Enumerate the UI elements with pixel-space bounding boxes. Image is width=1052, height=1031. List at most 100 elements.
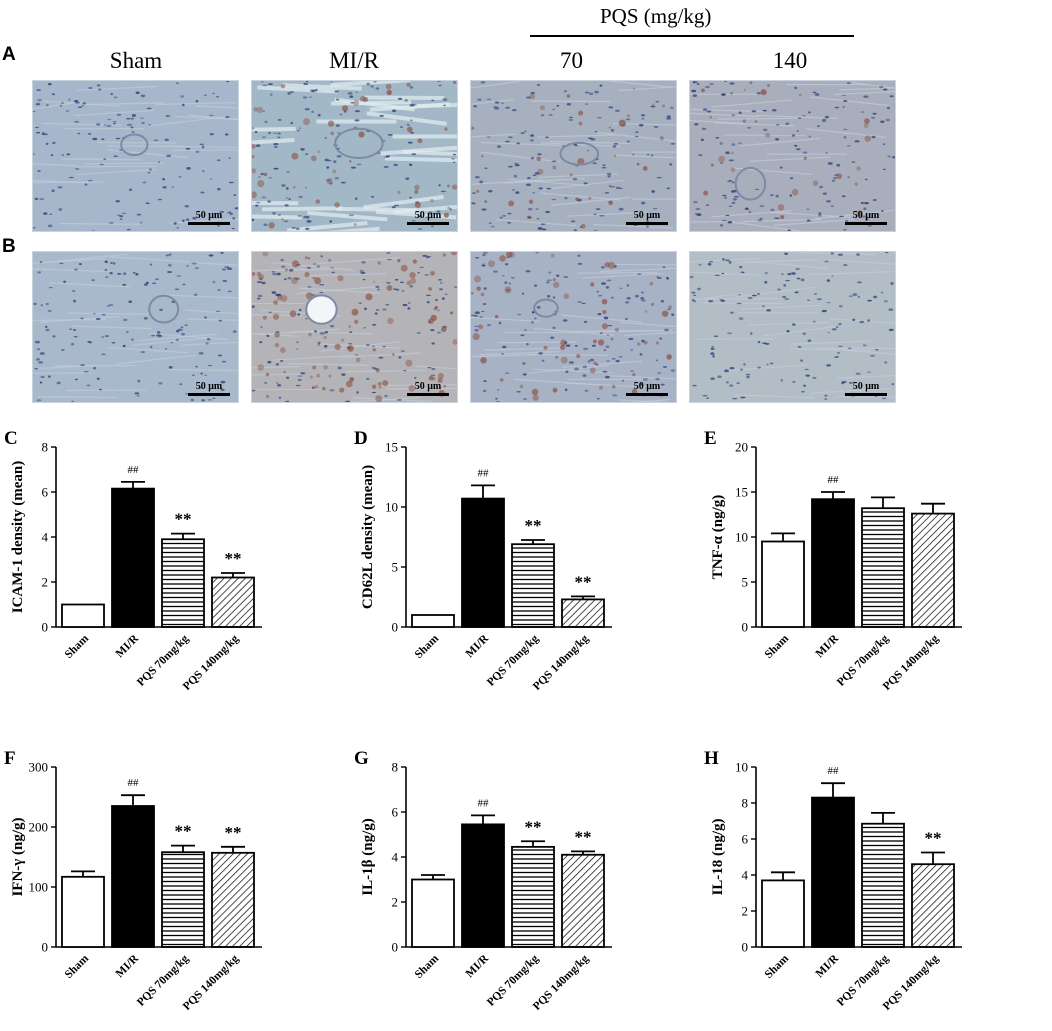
x-category-label: PQS 70mg/kg [485, 952, 541, 1008]
tissue-texture [471, 252, 676, 402]
y-tick-label: 8 [42, 440, 49, 455]
bar-d-3 [511, 543, 555, 628]
panel-letter-f: F [4, 748, 16, 769]
significance-mark: ## [478, 797, 490, 809]
x-category-label: Sham [413, 632, 442, 661]
bar-d-2 [461, 497, 505, 628]
bar-c-3 [161, 538, 205, 628]
y-tick-label: 200 [29, 820, 49, 835]
tissue-texture [252, 81, 457, 231]
scale-bar-label: 50 μm [852, 210, 880, 221]
significance-mark: ## [128, 777, 140, 789]
y-tick-label: 6 [392, 805, 399, 820]
scale-bar-label: 50 μm [633, 381, 661, 392]
bar-g-2 [461, 823, 505, 948]
scale-bar-line [188, 393, 230, 396]
panel-letter-c: C [4, 428, 18, 449]
x-category-label: MI/R [464, 952, 492, 980]
micrograph-row-a-4: 50 μm [689, 80, 896, 232]
bar-c-2 [111, 487, 155, 628]
bar-g-1 [411, 878, 455, 948]
group-label-pqs-70: 70 [560, 48, 583, 73]
significance-mark: ## [828, 474, 840, 486]
scale-bar-line [845, 222, 887, 225]
y-axis-label: IFN-γ (ng/g) [10, 817, 26, 896]
significance-mark: ** [525, 817, 542, 836]
group-label-pqs-140: 140 [772, 48, 808, 73]
bar-h-2 [811, 796, 855, 948]
x-category-label: MI/R [464, 632, 492, 660]
scale-bar: 50 μm [407, 381, 449, 396]
pqs-dose-header: PQS (mg/kg) [600, 4, 712, 28]
panel-letter-h: H [704, 748, 719, 769]
y-tick-label: 20 [735, 440, 748, 455]
bar-h-1 [761, 879, 805, 948]
significance-mark: ** [575, 572, 592, 591]
micrograph-row-a-1: 50 μm [32, 80, 239, 232]
x-category-label: PQS 70mg/kg [835, 952, 891, 1008]
scale-bar-line [626, 222, 668, 225]
y-tick-label: 4 [742, 868, 749, 883]
x-category-label: PQS 70mg/kg [135, 632, 191, 688]
y-tick-label: 5 [742, 575, 749, 590]
bar-d-1 [411, 614, 455, 628]
significance-mark: ** [925, 829, 942, 848]
panel-letter-e: E [704, 428, 717, 449]
scale-bar-line [626, 393, 668, 396]
significance-mark: ## [478, 467, 490, 479]
y-axis-label: IL-18 (ng/g) [710, 818, 726, 895]
micrograph-row-b-3: 50 μm [470, 251, 677, 403]
bar-f-2 [111, 805, 155, 948]
significance-mark: ** [575, 827, 592, 846]
tissue-texture [690, 252, 895, 400]
bar-c-1 [61, 603, 105, 628]
x-category-label: Sham [413, 952, 442, 981]
y-tick-label: 10 [385, 500, 398, 515]
scale-bar-label: 50 μm [414, 381, 442, 392]
scale-bar: 50 μm [626, 210, 668, 225]
scale-bar: 50 μm [188, 210, 230, 225]
bar-e-3 [861, 507, 905, 628]
y-tick-label: 2 [392, 895, 399, 910]
bar-chart-g: G 0 2 4 6 8 IL-1β (ng/g) Sham ## MI/R ** PQS 70mg/k… [354, 748, 612, 1013]
y-tick-label: 0 [392, 940, 399, 955]
significance-mark: ** [225, 823, 242, 842]
significance-mark: ** [175, 510, 192, 529]
scale-bar-line [407, 222, 449, 225]
x-category-label: Sham [763, 632, 792, 661]
scale-bar-label: 50 μm [633, 210, 661, 221]
panel-letter-a: A [2, 44, 16, 65]
bar-d-4 [561, 598, 605, 628]
x-category-label: MI/R [814, 632, 842, 660]
bar-f-4 [211, 851, 255, 948]
panel-letter-b: B [2, 236, 16, 257]
scale-bar: 50 μm [845, 381, 887, 396]
x-category-label: PQS 70mg/kg [135, 952, 191, 1008]
x-category-label: MI/R [114, 952, 142, 980]
bar-c-4 [211, 576, 255, 628]
bar-h-3 [861, 822, 905, 948]
micrograph-row-b-4: 50 μm [689, 251, 896, 403]
y-tick-label: 10 [735, 530, 748, 545]
scale-bar: 50 μm [626, 381, 668, 396]
micrograph-row-b-1: 50 μm [32, 251, 239, 403]
y-tick-label: 4 [42, 530, 49, 545]
tissue-texture [33, 252, 238, 402]
x-category-label: Sham [763, 952, 792, 981]
micrograph-row-b-2: 50 μm [251, 251, 458, 403]
bar-chart-d: D 0 5 10 15 CD62L density (mean) Sham ## MI/R ** P… [354, 428, 612, 693]
bar-f-3 [161, 851, 205, 948]
bar-f-1 [61, 875, 105, 948]
scale-bar: 50 μm [188, 381, 230, 396]
scale-bar: 50 μm [407, 210, 449, 225]
y-tick-label: 6 [42, 485, 49, 500]
x-category-label: MI/R [814, 952, 842, 980]
tissue-texture [471, 81, 676, 231]
bar-e-4 [911, 512, 955, 628]
x-category-label: Sham [63, 952, 92, 981]
scale-bar-line [845, 393, 887, 396]
x-category-label: PQS 70mg/kg [835, 632, 891, 688]
y-tick-label: 0 [742, 620, 749, 635]
y-tick-label: 10 [735, 760, 748, 775]
